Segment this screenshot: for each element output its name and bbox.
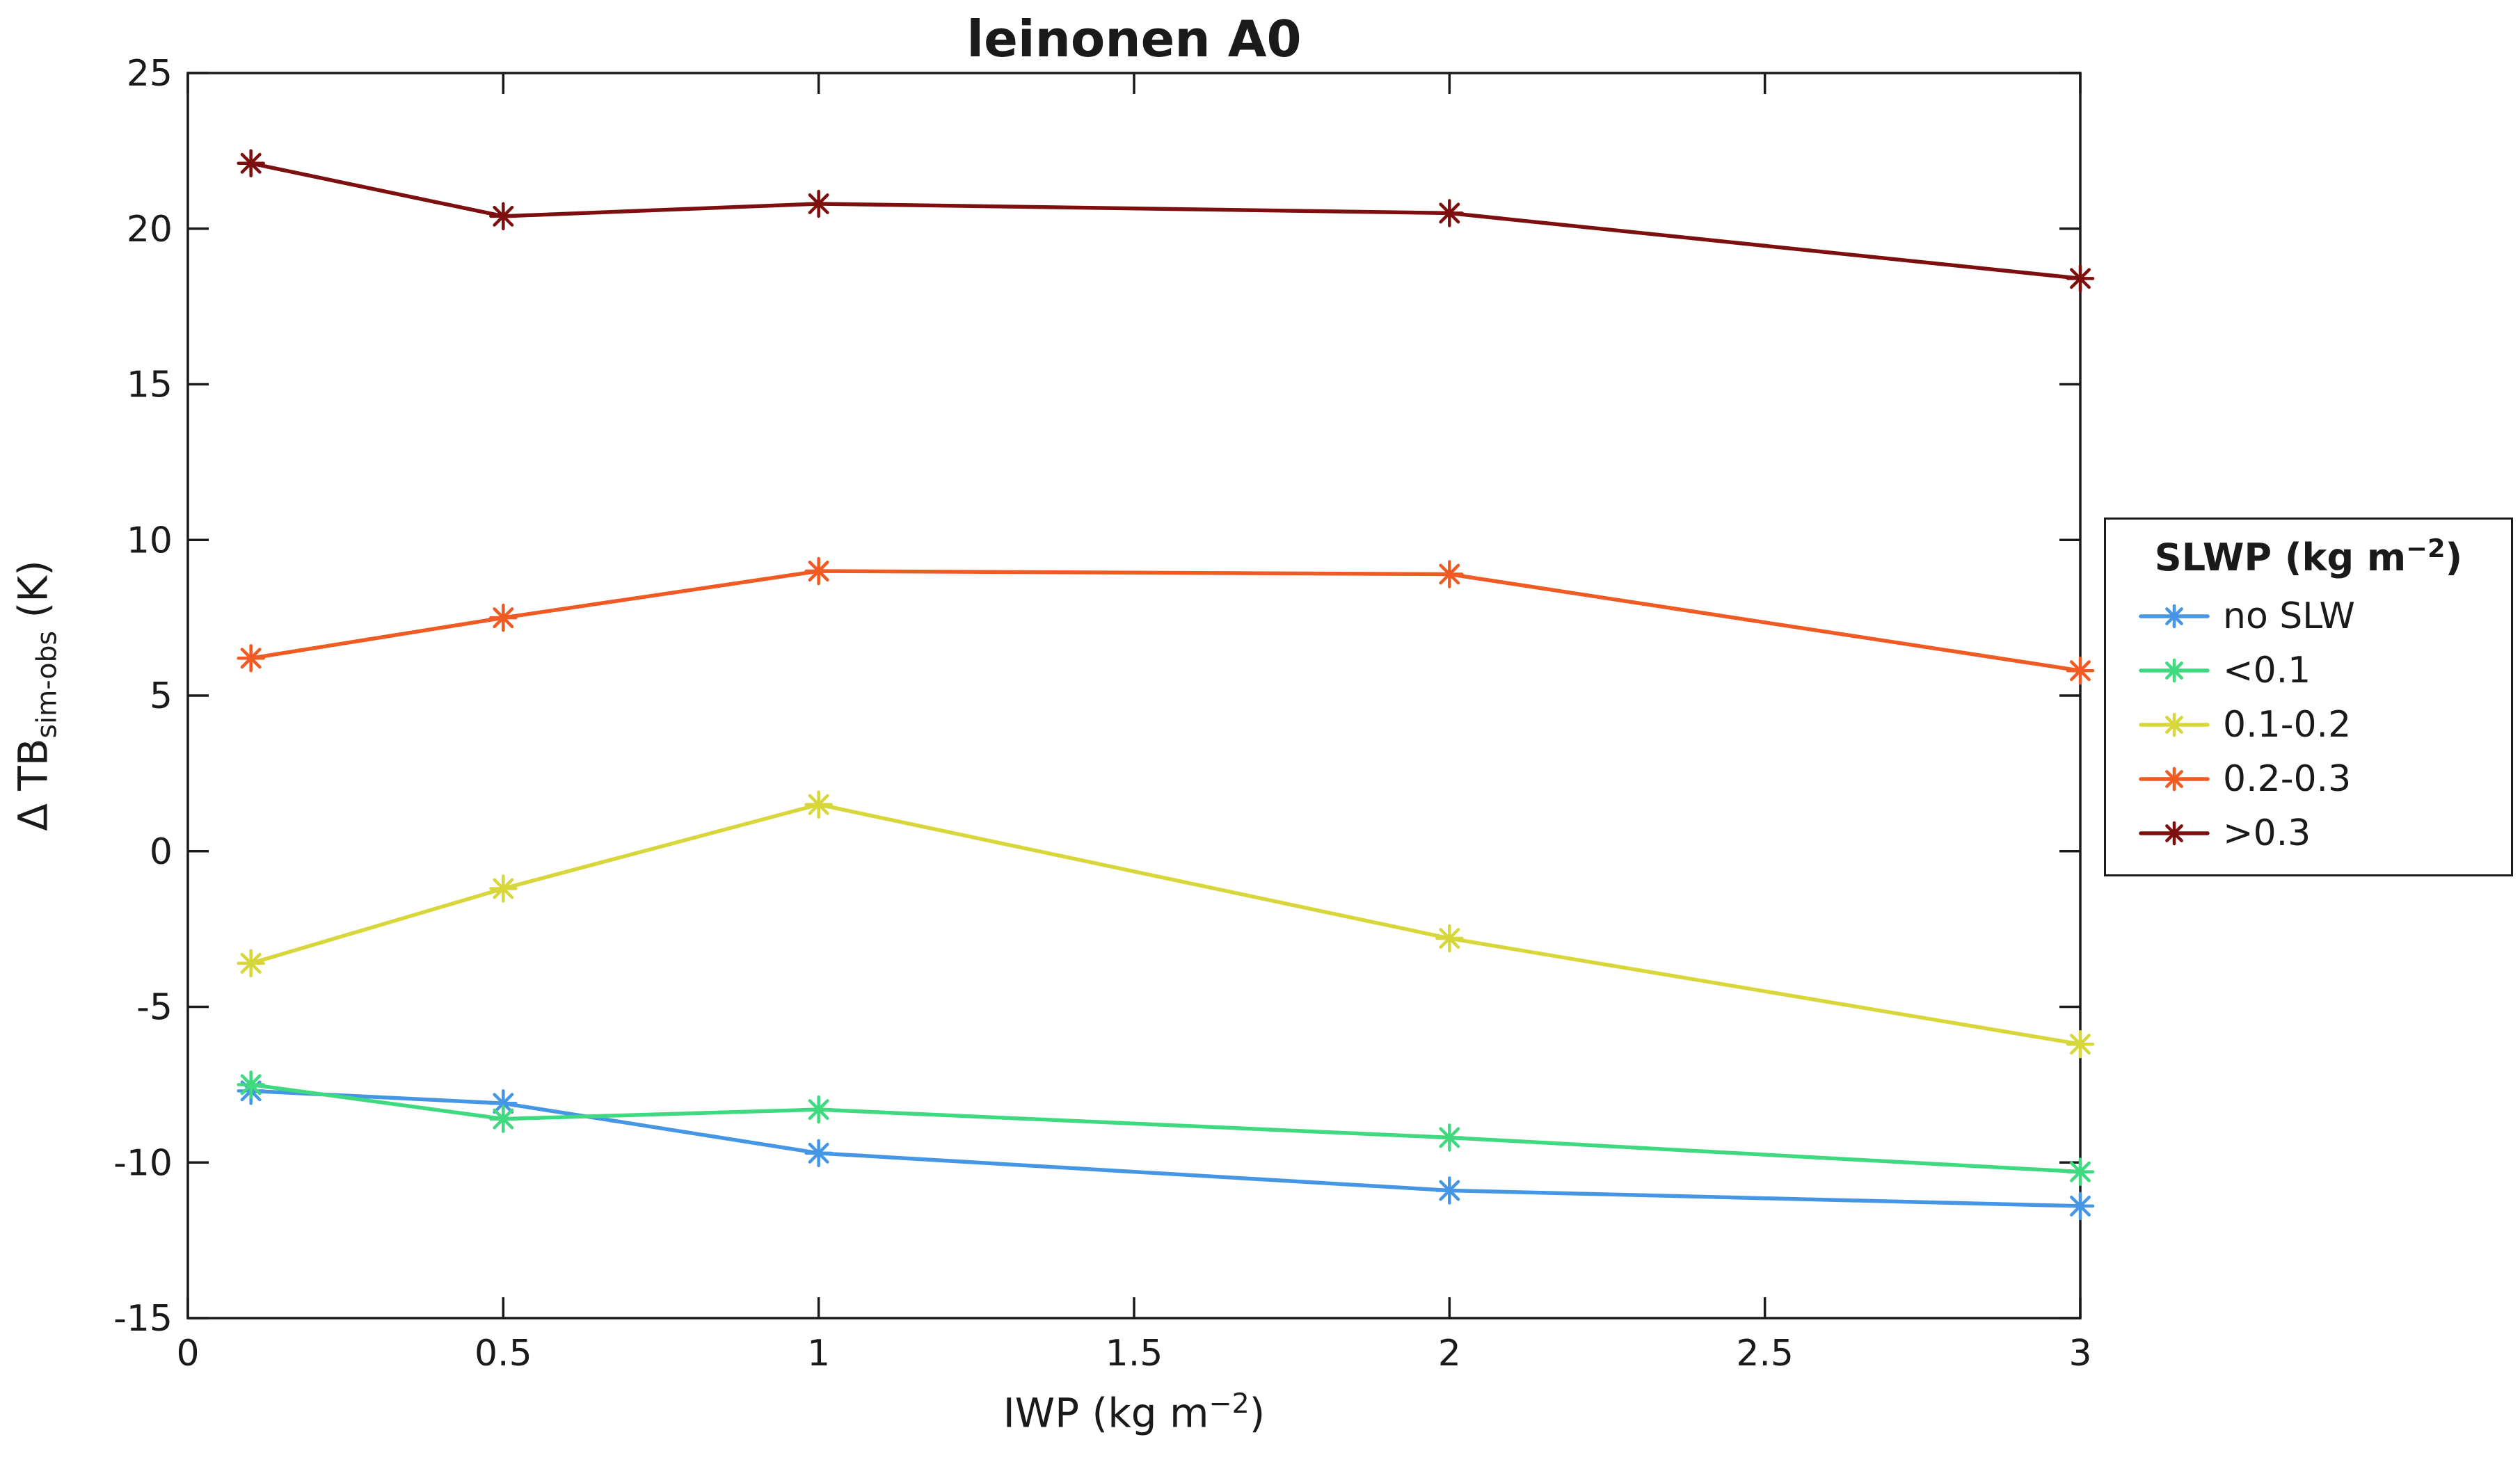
series-marker-0 (489, 1089, 518, 1118)
series-marker-4 (489, 202, 518, 231)
chart-title: leinonen A0 (966, 10, 1302, 68)
series-marker-2 (804, 790, 833, 819)
series-marker-0 (804, 1139, 833, 1168)
legend-label: no SLW (2223, 595, 2355, 637)
legend-key-line-0.2-0.3 (2139, 767, 2210, 792)
tick-label: 10 (127, 520, 173, 561)
legend-marker (2162, 712, 2187, 737)
series-marker-3 (489, 603, 518, 632)
series-marker-3 (2066, 656, 2095, 685)
legend-marker (2162, 767, 2187, 792)
x-axis-label-prefix: IWP (kg m (1003, 1389, 1209, 1437)
series-marker-1 (489, 1105, 518, 1133)
legend-item-gt-0.3: >0.3 (2113, 806, 2504, 860)
axes-frame (186, 72, 2082, 1319)
legend-item-0.2-0.3: 0.2-0.3 (2113, 752, 2504, 806)
series-marker-3 (804, 556, 833, 586)
x-axis-label: IWP (kg m−2) (1003, 1388, 1266, 1436)
legend: SLWP (kg m−2) no SLW <0.1 0.1-0.2 0.2-0.… (2104, 518, 2513, 876)
legend-item-lt-0.1: <0.1 (2113, 643, 2504, 698)
legend-title-prefix: SLWP (kg m (2154, 536, 2407, 579)
series-marker-2 (1435, 924, 1464, 953)
series-marker-4 (2066, 264, 2095, 293)
legend-key-line-0.1-0.2 (2139, 712, 2210, 737)
series-marker-1 (237, 1070, 265, 1099)
x-axis-label-superscript: −2 (1209, 1388, 1250, 1420)
series-marker-2 (489, 874, 518, 903)
tick-label: 1 (807, 1333, 830, 1374)
legend-key-line-no-slw (2139, 604, 2210, 629)
legend-title: SLWP (kg m−2) (2113, 534, 2504, 579)
tick-label: 3 (2068, 1333, 2091, 1374)
tick-label: 0 (176, 1333, 199, 1374)
legend-key-line-lt-0.1 (2139, 658, 2210, 683)
series-marker-1 (2066, 1157, 2095, 1186)
tick-label: 2 (1438, 1333, 1461, 1374)
tick-label: 0 (150, 831, 173, 873)
tick-label: 20 (127, 209, 173, 250)
legend-label: 0.2-0.3 (2223, 758, 2352, 800)
series-marker-4 (804, 189, 833, 218)
legend-label: >0.3 (2223, 812, 2311, 854)
series-marker-2 (2066, 1029, 2095, 1059)
legend-marker (2162, 658, 2187, 683)
legend-title-superscript: −2 (2406, 534, 2446, 563)
legend-label: 0.1-0.2 (2223, 704, 2352, 746)
legend-label: <0.1 (2223, 650, 2311, 691)
tick-label: -5 (136, 987, 173, 1029)
tick-label: 25 (127, 53, 173, 95)
legend-key-line-gt-0.3 (2139, 821, 2210, 846)
tick-label: 15 (127, 364, 173, 406)
series-marker-1 (804, 1095, 833, 1124)
series-marker-4 (1435, 199, 1464, 227)
tick-label: 5 (150, 675, 173, 717)
legend-item-no-slw: no SLW (2113, 589, 2504, 643)
tick-label: 0.5 (475, 1333, 532, 1374)
series-marker-3 (237, 644, 265, 673)
legend-marker (2162, 604, 2187, 629)
series-marker-0 (2066, 1192, 2095, 1221)
legend-title-suffix: ) (2445, 536, 2463, 579)
tick-label: 2.5 (1736, 1333, 1794, 1374)
legend-item-0.1-0.2: 0.1-0.2 (2113, 698, 2504, 752)
tick-label: 1.5 (1106, 1333, 1163, 1374)
series-marker-3 (1435, 560, 1464, 588)
legend-marker (2162, 821, 2187, 846)
x-axis-label-suffix: ) (1249, 1389, 1266, 1437)
tick-label: -15 (113, 1298, 173, 1340)
series-marker-4 (237, 149, 265, 178)
series-marker-1 (1435, 1123, 1464, 1152)
series-marker-0 (1435, 1176, 1464, 1205)
tick-label: -10 (113, 1142, 173, 1184)
series-marker-2 (237, 949, 265, 978)
